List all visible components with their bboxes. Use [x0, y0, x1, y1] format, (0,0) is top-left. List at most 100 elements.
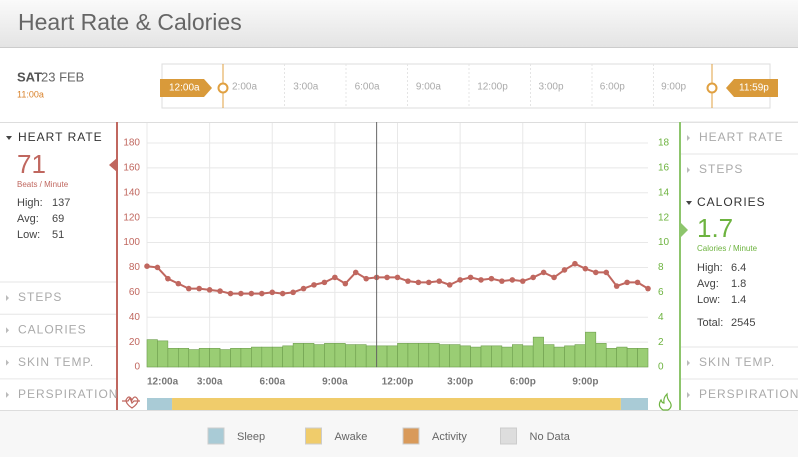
bar	[313, 344, 325, 368]
y2-tick-label: 12	[658, 212, 670, 223]
bar	[334, 343, 346, 368]
point	[248, 290, 255, 297]
bar	[449, 344, 461, 368]
menu-item[interactable]: CALORIES	[18, 322, 87, 336]
bar	[637, 348, 649, 368]
point	[593, 269, 599, 276]
bar	[553, 346, 565, 368]
menu-item[interactable]: PERSPIRATION	[699, 387, 798, 401]
legend-label: Activity	[432, 431, 467, 443]
slider-start: 12:00a	[169, 83, 200, 94]
y2-tick-label: 2	[658, 337, 664, 348]
slider-handle[interactable]	[726, 79, 778, 97]
y-tick-label: 160	[123, 163, 140, 174]
point	[259, 290, 265, 297]
point	[321, 279, 328, 286]
point	[342, 280, 349, 287]
point	[572, 260, 578, 267]
slider-label: 3:00a	[293, 82, 318, 93]
x-tick-label: 3:00a	[197, 377, 223, 388]
point	[509, 277, 516, 283]
left-pointer	[109, 158, 117, 172]
stat-label: Avg:	[17, 213, 39, 225]
point	[175, 280, 182, 287]
legend-swatch	[500, 427, 517, 445]
y2-tick-label: 16	[658, 163, 670, 174]
bar	[271, 346, 283, 368]
bar	[188, 349, 200, 368]
bar	[386, 345, 398, 368]
legend-label: No Data	[530, 431, 571, 443]
flame-icon	[658, 392, 672, 411]
menu-item[interactable]: STEPS	[18, 290, 62, 304]
point	[478, 277, 484, 283]
y-tick-label: 100	[123, 237, 140, 248]
bar	[282, 345, 294, 368]
slider-label: 6:00p	[600, 82, 625, 93]
point	[144, 263, 150, 270]
unit: Beats / Minute	[17, 180, 69, 189]
panel-title[interactable]: CALORIES	[697, 195, 766, 209]
bar	[146, 339, 158, 368]
bar	[376, 345, 388, 368]
menu-item[interactable]: STEPS	[699, 162, 743, 176]
menu-item[interactable]: SKIN TEMP.	[699, 355, 775, 369]
menu-item[interactable]: PERSPIRATION	[18, 387, 118, 401]
slider-label: 12:00p	[477, 82, 508, 93]
bar	[480, 345, 492, 368]
bar	[261, 346, 273, 368]
point	[290, 289, 296, 296]
current-value: 71	[17, 149, 46, 179]
slider-label: 2:00a	[232, 82, 257, 93]
bar	[198, 348, 210, 368]
legend-swatch	[305, 427, 322, 445]
bar	[167, 348, 179, 368]
point	[457, 277, 463, 283]
point	[238, 290, 244, 297]
menu-arrow	[687, 392, 690, 398]
menu-item[interactable]: SKIN TEMP.	[18, 355, 94, 369]
point	[300, 285, 307, 292]
point	[154, 264, 161, 271]
bar	[595, 343, 607, 368]
point	[196, 285, 202, 292]
bar	[397, 343, 409, 368]
stat-label: Low:	[697, 294, 720, 306]
range-slider[interactable]	[161, 63, 771, 109]
slider-handle[interactable]	[160, 79, 212, 97]
expand-icon	[686, 201, 692, 205]
day: SAT	[17, 69, 42, 84]
point	[185, 285, 192, 292]
point	[227, 290, 234, 297]
y-tick-label: 140	[123, 187, 140, 198]
bar	[626, 348, 638, 368]
stat-value: 51	[52, 229, 64, 241]
menu-arrow	[687, 135, 690, 141]
point	[394, 274, 401, 281]
menu-arrow	[6, 295, 9, 301]
state-segment	[172, 398, 621, 410]
x-tick-label: 6:00p	[510, 377, 536, 388]
bar	[219, 349, 231, 368]
slider-knob[interactable]	[217, 82, 229, 94]
point	[488, 275, 495, 282]
point	[603, 269, 610, 276]
legend-label: Sleep	[237, 431, 265, 443]
point	[519, 278, 526, 284]
bar	[292, 343, 304, 368]
y-tick-label: 40	[129, 312, 141, 323]
panel-title[interactable]: HEART RATE	[18, 130, 103, 144]
point	[624, 279, 630, 286]
point	[467, 274, 474, 281]
stat-label: High:	[17, 197, 43, 209]
slider-knob[interactable]	[706, 82, 718, 94]
point	[363, 275, 369, 282]
menu-item[interactable]: HEART RATE	[699, 130, 784, 144]
point	[405, 278, 411, 284]
slider-label: 9:00p	[661, 82, 686, 93]
point	[561, 267, 568, 273]
bar	[365, 345, 377, 368]
point	[352, 269, 359, 276]
y2-tick-label: 14	[658, 187, 670, 198]
